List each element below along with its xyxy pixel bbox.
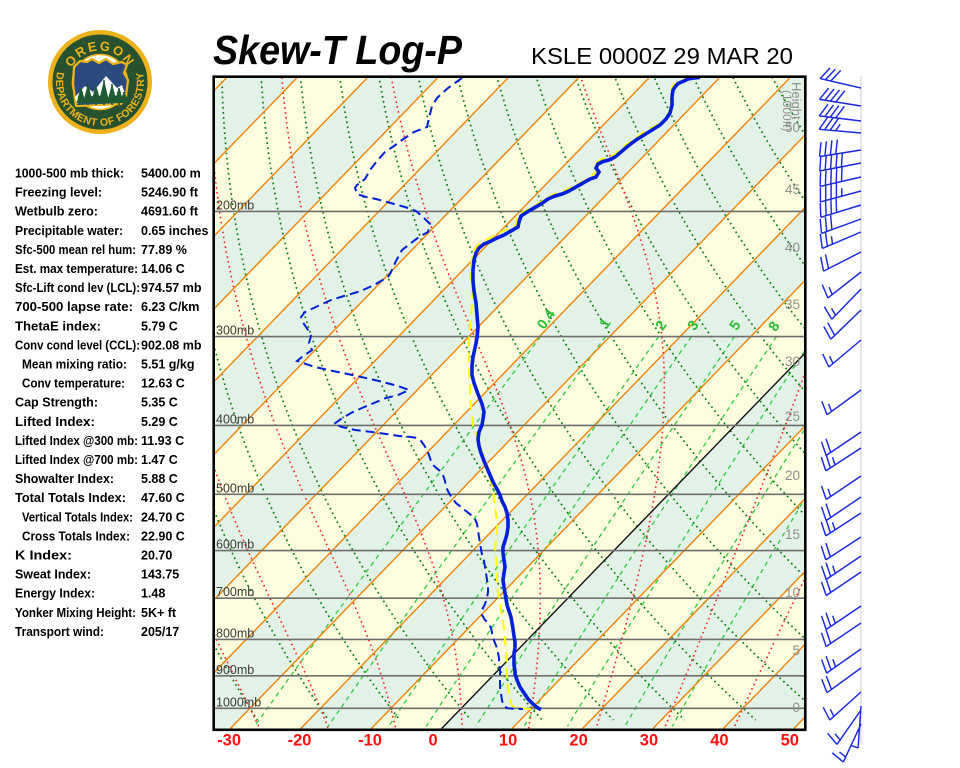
svg-text:K Index:: K Index: — [15, 549, 72, 563]
svg-text:Mean mixing ratio:: Mean mixing ratio: — [22, 358, 127, 372]
svg-text:10: 10 — [785, 585, 800, 600]
svg-text:Total Totals Index:: Total Totals Index: — [15, 491, 126, 505]
svg-text:11.93 C: 11.93 C — [141, 434, 184, 448]
svg-text:Conv cond level (CCL):: Conv cond level (CCL): — [15, 338, 140, 352]
svg-text:1000-500 mb thick:: 1000-500 mb thick: — [15, 167, 124, 181]
svg-text:500mb: 500mb — [216, 481, 254, 495]
svg-text:143.75: 143.75 — [141, 568, 179, 582]
svg-text:5K+ ft: 5K+ ft — [141, 606, 177, 620]
svg-text:Sweat Index:: Sweat Index: — [15, 568, 91, 582]
svg-text:15: 15 — [785, 527, 800, 542]
svg-text:50: 50 — [785, 120, 800, 135]
svg-text:700mb: 700mb — [216, 585, 254, 599]
svg-text:14.06 C: 14.06 C — [141, 262, 185, 276]
svg-text:400mb: 400mb — [216, 412, 254, 426]
svg-text:5.88 C: 5.88 C — [141, 472, 178, 486]
svg-text:25: 25 — [785, 409, 800, 424]
svg-text:50: 50 — [781, 732, 799, 750]
svg-text:ThetaE index:: ThetaE index: — [15, 319, 101, 333]
svg-text:30: 30 — [640, 732, 658, 750]
svg-text:0: 0 — [792, 700, 800, 715]
svg-text:Cap Strength:: Cap Strength: — [15, 396, 98, 410]
svg-text:12.63 C: 12.63 C — [141, 377, 185, 391]
svg-text:Skew-T Log-P: Skew-T Log-P — [213, 27, 463, 73]
svg-text:24.70 C: 24.70 C — [141, 510, 185, 524]
svg-text:5246.90 ft: 5246.90 ft — [141, 186, 199, 200]
svg-text:0: 0 — [429, 732, 438, 750]
svg-text:Sfc-Lift cond lev (LCL):: Sfc-Lift cond lev (LCL): — [15, 281, 140, 295]
svg-text:35: 35 — [785, 297, 800, 312]
svg-text:30: 30 — [785, 354, 800, 369]
svg-text:Vertical Totals Index:: Vertical Totals Index: — [22, 510, 133, 524]
svg-text:5.51 g/kg: 5.51 g/kg — [141, 358, 195, 372]
svg-text:200mb: 200mb — [216, 198, 254, 212]
svg-text:902.08 mb: 902.08 mb — [141, 338, 202, 352]
svg-text:20: 20 — [785, 468, 800, 483]
svg-text:Cross Totals Index:: Cross Totals Index: — [22, 529, 130, 543]
svg-text:Lifted Index @700 mb:: Lifted Index @700 mb: — [15, 453, 138, 467]
svg-text:1.48: 1.48 — [141, 587, 165, 601]
svg-text:1000mb: 1000mb — [216, 695, 261, 709]
svg-text:Est. max temperature:: Est. max temperature: — [15, 262, 138, 276]
svg-text:4691.60 ft: 4691.60 ft — [141, 205, 199, 219]
svg-text:-10: -10 — [358, 732, 382, 750]
svg-text:-30: -30 — [217, 732, 241, 750]
svg-text:Sfc-500 mean rel hum:: Sfc-500 mean rel hum: — [15, 243, 136, 257]
svg-text:5400.00 m: 5400.00 m — [141, 167, 201, 181]
svg-text:(1000ft): (1000ft) — [780, 90, 794, 131]
svg-text:Yonker Mixing Height:: Yonker Mixing Height: — [15, 606, 136, 620]
svg-text:Lifted Index:: Lifted Index: — [15, 415, 95, 429]
svg-text:205/17: 205/17 — [141, 625, 179, 639]
svg-text:Energy Index:: Energy Index: — [15, 587, 95, 601]
svg-text:900mb: 900mb — [216, 663, 254, 677]
svg-text:5.79 C: 5.79 C — [141, 319, 178, 333]
svg-text:Transport wind:: Transport wind: — [15, 625, 104, 639]
svg-text:47.60 C: 47.60 C — [141, 491, 185, 505]
svg-text:5.29 C: 5.29 C — [141, 415, 178, 429]
svg-text:45: 45 — [785, 182, 800, 197]
svg-text:800mb: 800mb — [216, 626, 254, 640]
svg-text:0.65 inches: 0.65 inches — [141, 224, 208, 238]
svg-text:974.57 mb: 974.57 mb — [141, 281, 202, 295]
svg-text:Precipitable water:: Precipitable water: — [15, 224, 123, 238]
svg-text:700-500 lapse rate:: 700-500 lapse rate: — [15, 300, 133, 314]
svg-text:Conv temperature:: Conv temperature: — [22, 377, 125, 391]
svg-text:77.89 %: 77.89 % — [141, 243, 187, 257]
svg-text:Wetbulb zero:: Wetbulb zero: — [15, 205, 98, 219]
svg-text:Freezing level:: Freezing level: — [15, 186, 102, 200]
svg-text:1.47 C: 1.47 C — [141, 453, 178, 467]
svg-text:6.23 C/km: 6.23 C/km — [141, 300, 199, 314]
svg-text:10: 10 — [499, 732, 517, 750]
svg-text:600mb: 600mb — [216, 538, 254, 552]
svg-text:40: 40 — [785, 240, 800, 255]
svg-text:40: 40 — [710, 732, 728, 750]
svg-text:-20: -20 — [288, 732, 312, 750]
svg-text:20.70: 20.70 — [141, 549, 172, 563]
svg-text:Showalter Index:: Showalter Index: — [15, 472, 114, 486]
svg-text:Height: Height — [789, 82, 804, 120]
svg-text:300mb: 300mb — [216, 324, 254, 338]
svg-text:22.90 C: 22.90 C — [141, 529, 185, 543]
svg-text:KSLE 0000Z 29 MAR 20: KSLE 0000Z 29 MAR 20 — [531, 43, 793, 69]
svg-text:Lifted Index @300 mb:: Lifted Index @300 mb: — [15, 434, 138, 448]
svg-text:5: 5 — [792, 643, 800, 658]
svg-text:20: 20 — [569, 732, 587, 750]
svg-text:5.35 C: 5.35 C — [141, 396, 178, 410]
